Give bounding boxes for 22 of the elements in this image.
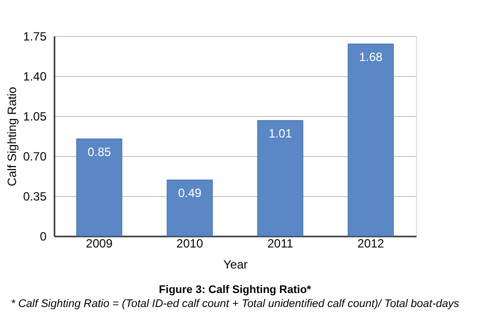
y-tick-label: 1.75	[23, 30, 47, 44]
x-tick-label: 2011	[267, 236, 294, 250]
text: * Calf Sighting Ratio = (Total ID-ed calf count + Total unidentified calf count)/ Total boat-days	[10, 298, 460, 310]
bar	[76, 138, 122, 236]
bar	[257, 120, 304, 236]
y-tick-label: 0.70	[23, 150, 47, 164]
data-label: 0.49	[178, 186, 202, 200]
x-tick-label: 2010	[176, 236, 204, 250]
data-label: 1.68	[359, 50, 383, 64]
data-label: 0.85	[88, 144, 112, 159]
bar	[166, 180, 213, 236]
y-tick-label: 1.05	[23, 110, 47, 124]
text: Figure 3: Calf Sighting Ratio*	[158, 284, 312, 296]
x-tick-label: 2012	[357, 236, 384, 250]
bar	[348, 44, 394, 236]
y-tick-label: 0	[40, 230, 47, 244]
data-label: 1.01	[268, 126, 292, 141]
x-axis-title: Year	[223, 258, 248, 272]
y-axis-title: Calf Sighting Ratio	[5, 86, 20, 186]
y-tick-label: 0.35	[23, 190, 47, 204]
x-tick-label: 2009	[86, 236, 113, 250]
y-tick-label: 1.40	[23, 70, 47, 84]
